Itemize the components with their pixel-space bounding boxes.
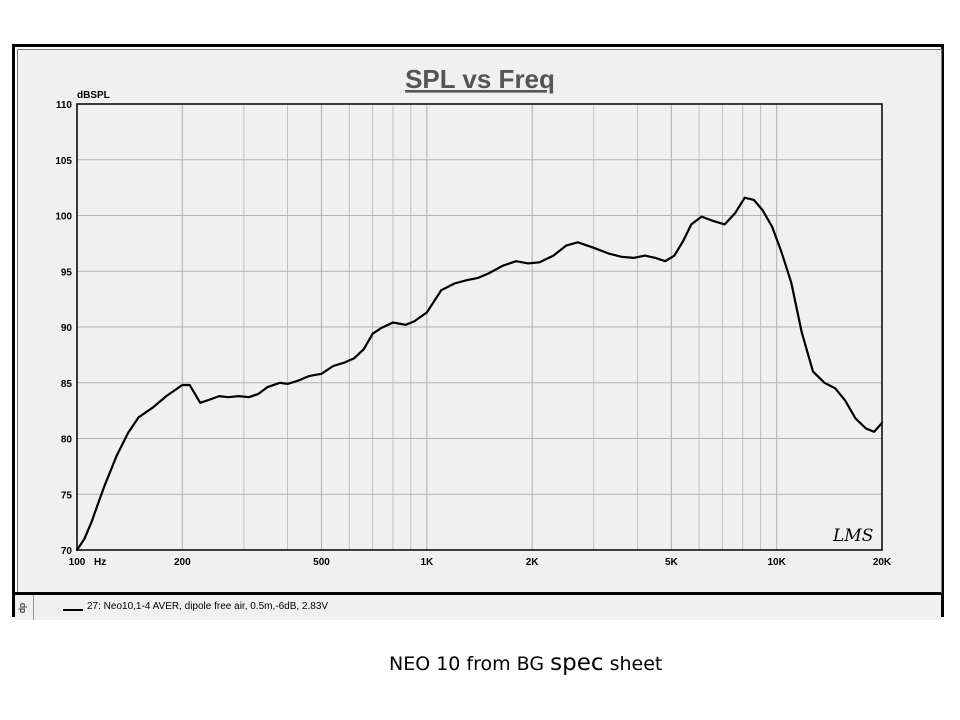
chart-panel [17,49,942,593]
lms-watermark: LMS [832,526,873,546]
legend-line-swatch [63,609,83,611]
x-tick-label: 500 [313,557,330,568]
x-tick-label: 200 [174,557,191,568]
legend-separator [15,592,941,595]
chart-frame: dp 27: Neo10,1-4 AVER, dipole free air, … [12,44,944,620]
y-unit-label: dBSPL [77,90,110,101]
series-line [75,196,884,552]
legend-side-divider [33,595,34,620]
y-tick-label: 110 [56,100,73,111]
spl-chart: SPL vs Freq 70 75 80 85 90 95 100 105 110 100 200… [55,64,892,568]
x-tick-label: 2K [526,557,540,568]
chart-title: SPL vs Freq [405,64,555,94]
legend-box [15,595,941,620]
grid [77,104,882,550]
y-tick-label: 105 [55,156,72,167]
y-tick-label: 80 [61,435,73,446]
caption-spec: spec [550,650,604,676]
x-tick-label: 5K [665,557,679,568]
caption-part3: sheet [603,653,663,675]
plot-area-border [76,103,883,551]
y-tick-label: 85 [61,379,73,390]
x-tick-label: 1K [420,557,434,568]
caption-part1: NEO 10 from BG [389,653,551,675]
x-tick-label: 100 [69,557,86,568]
y-tick-label: 95 [61,267,73,278]
x-tick-label: 20K [873,557,892,568]
y-tick-label: 100 [55,212,72,223]
y-tick-label: 90 [61,323,73,334]
caption: NEO 10 from BG spec sheet [389,650,662,676]
legend-entry: 27: Neo10,1-4 AVER, dipole free air, 0.5… [87,601,329,612]
y-tick-labels: 70 75 80 85 90 95 100 105 110 [55,100,72,557]
x-tick-labels: 100 200 500 1K 2K 5K 10K 20K [69,557,892,568]
y-tick-label: 70 [61,546,73,557]
y-tick-label: 75 [61,490,73,501]
x-unit-label: Hz [94,557,106,568]
x-tick-label: 10K [768,557,787,568]
